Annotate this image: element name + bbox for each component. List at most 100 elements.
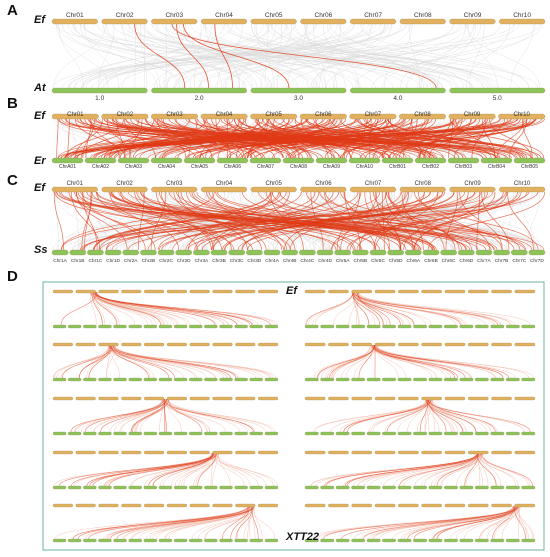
mini-link <box>354 291 498 326</box>
background-link <box>304 23 346 89</box>
mini-link <box>425 398 433 433</box>
panel-c-bottom-chr-9 <box>193 249 210 256</box>
panel-c-bottom-chr-label: Chr3A <box>195 258 209 264</box>
synteny-link <box>369 118 372 159</box>
panel-d-mini-top-chr-6 <box>166 503 187 508</box>
mini-link <box>70 398 168 433</box>
panel-d-mini-top-chr-7 <box>189 450 210 455</box>
panel-d-mini-bottom-chr-14 <box>505 538 520 543</box>
panel-d-mini-bottom-chr-4 <box>98 538 112 543</box>
panel-d-mini-bottom-chr-3 <box>335 538 350 543</box>
panel-d-mini-bottom-chr-2 <box>320 431 335 436</box>
panel-c-bottom-chr-6 <box>140 249 157 256</box>
panel-d-mini-bottom-chr-15 <box>521 485 536 490</box>
synteny-link <box>222 191 439 251</box>
panel-d-mini-bottom-chr-15 <box>264 538 279 543</box>
background-link <box>119 23 332 89</box>
synteny-link <box>54 191 253 251</box>
panel-d-mini-bottom-chr-11 <box>459 431 474 436</box>
panel-d-mini-top-chr-5 <box>398 342 419 347</box>
mini-link <box>363 505 515 540</box>
panel-c-bottom-chr-8 <box>175 249 192 256</box>
panel-a-top-chr-10 <box>499 18 546 25</box>
mini-link <box>479 452 489 487</box>
synteny-link <box>56 191 433 251</box>
background-link <box>155 23 299 89</box>
panel-d-mini-top-chr-7 <box>189 289 210 294</box>
synteny-link <box>187 191 273 251</box>
synteny-link <box>388 191 456 251</box>
panel-c-bottom-species: Ss <box>34 244 48 256</box>
panel-d-mini-top-chr-6 <box>421 289 442 294</box>
panel-d-mini-top-chr-9 <box>491 396 512 401</box>
mini-link <box>86 452 214 487</box>
panel-d-mini-top-chr-2 <box>328 396 349 401</box>
panel-c-top-chr-label: Chr06 <box>315 181 332 187</box>
synteny-link <box>94 118 498 159</box>
panel-d-mini-bottom-chr-8 <box>413 431 427 436</box>
mini-link <box>368 398 429 433</box>
panel-d-mini-bottom-chr-9 <box>173 485 188 490</box>
panel-a-top-chr-label: Chr09 <box>464 12 482 19</box>
panel-c-top-chr-3 <box>151 186 198 193</box>
mini-link <box>91 291 103 326</box>
panel-d-mini-bottom-chr-8 <box>413 485 427 490</box>
synteny-link <box>445 191 459 251</box>
panel-d-mini-bottom-chr-14 <box>249 324 263 329</box>
mini-link <box>416 398 434 433</box>
mini-link <box>163 398 167 433</box>
panel-d-mini-bottom-chr-13 <box>234 377 248 382</box>
synteny-link <box>135 118 521 159</box>
panel-d-mini-top-chr-1 <box>52 396 73 401</box>
panel-d-mini-top-chr-9 <box>235 503 256 508</box>
mini-link <box>216 452 259 487</box>
background-link <box>75 191 79 251</box>
synteny-link <box>185 118 524 159</box>
panel-d-mini-top-chr-1 <box>52 450 73 455</box>
background-link <box>98 23 115 89</box>
panel-c-bottom-chr-7 <box>157 249 175 256</box>
synteny-link <box>455 118 496 159</box>
synteny-link <box>110 118 285 159</box>
background-link <box>438 191 473 251</box>
panel-d-mini-bottom-chr-2 <box>320 538 335 543</box>
panel-b-top-species: Ef <box>34 110 45 122</box>
mini-link <box>465 452 482 487</box>
panel-d-mini-bottom-chr-11 <box>459 538 474 543</box>
panel-b-bottom-chr-label: ChrA07 <box>257 164 274 170</box>
synteny-link <box>413 191 496 251</box>
panel-d-mini-bottom-chr-4 <box>351 377 366 382</box>
panel-c-bottom-chr-label: Chr5D <box>389 258 403 264</box>
panel-d-mini-bottom-chr-6 <box>128 538 142 543</box>
panel-d-mini-bottom-chr-10 <box>189 324 203 329</box>
panel-d-mini-bottom-chr-11 <box>204 485 218 490</box>
background-link <box>131 191 185 251</box>
mini-link <box>513 505 526 540</box>
panel-b-bottom-chr-10 <box>348 157 381 164</box>
mini-link <box>211 452 278 487</box>
background-link <box>167 23 213 89</box>
panel-b-top-chr-label: Chr07 <box>365 112 382 118</box>
background-link <box>408 23 420 89</box>
panel-a-bottom-species: At <box>34 82 46 94</box>
panel-b-label: B <box>7 95 18 112</box>
synteny-link <box>450 118 545 159</box>
mini-link <box>167 398 203 433</box>
background-link <box>526 191 540 251</box>
panel-a-top-species: Ef <box>34 14 45 26</box>
panel-d-mini-bottom-chr-6 <box>128 485 142 490</box>
synteny-link <box>90 118 120 159</box>
mini-link <box>120 398 163 433</box>
panel-d-mini-top-chr-6 <box>421 450 442 455</box>
panel-d-mini-top-chr-9 <box>491 503 512 508</box>
panel-d-mini-bottom-chr-3 <box>335 485 350 490</box>
panel-c-bottom-chr-label: Chr3C <box>230 258 244 264</box>
panel-d-mini-top-chr-7 <box>444 450 466 455</box>
panel-d-mini-bottom-chr-2 <box>67 538 82 543</box>
panel-d-mini-top-chr-7 <box>189 342 210 347</box>
synteny-link <box>96 191 492 251</box>
mini-link <box>84 398 164 433</box>
panel-d-mini-bottom-chr-14 <box>505 485 520 490</box>
panel-d-mini-bottom-chr-12 <box>219 377 233 382</box>
